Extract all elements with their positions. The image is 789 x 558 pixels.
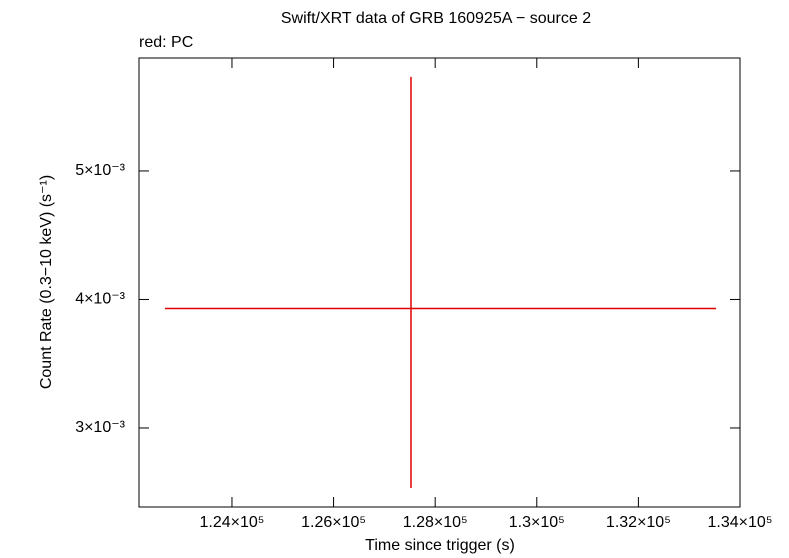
y-tick-label: 3×10⁻³: [75, 419, 125, 436]
x-tick-label: 1.32×10⁵: [606, 514, 671, 531]
x-tick-label: 1.28×10⁵: [403, 514, 468, 531]
y-tick-label: 5×10⁻³: [75, 162, 125, 179]
chart-title: Swift/XRT data of GRB 160925A − source 2: [281, 10, 591, 27]
plot-frame: [138, 57, 741, 508]
x-tick-label: 1.34×10⁵: [708, 514, 773, 531]
y-axis-label: Count Rate (0.3−10 keV) (s⁻¹): [38, 175, 55, 389]
x-tick-label: 1.3×10⁵: [509, 514, 565, 531]
x-tick-label: 1.24×10⁵: [200, 514, 265, 531]
y-tick-label: 4×10⁻³: [75, 291, 125, 308]
chart-subtitle: red: PC: [139, 34, 193, 51]
x-axis-label: Time since trigger (s): [365, 537, 515, 554]
x-tick-label: 1.26×10⁵: [301, 514, 366, 531]
